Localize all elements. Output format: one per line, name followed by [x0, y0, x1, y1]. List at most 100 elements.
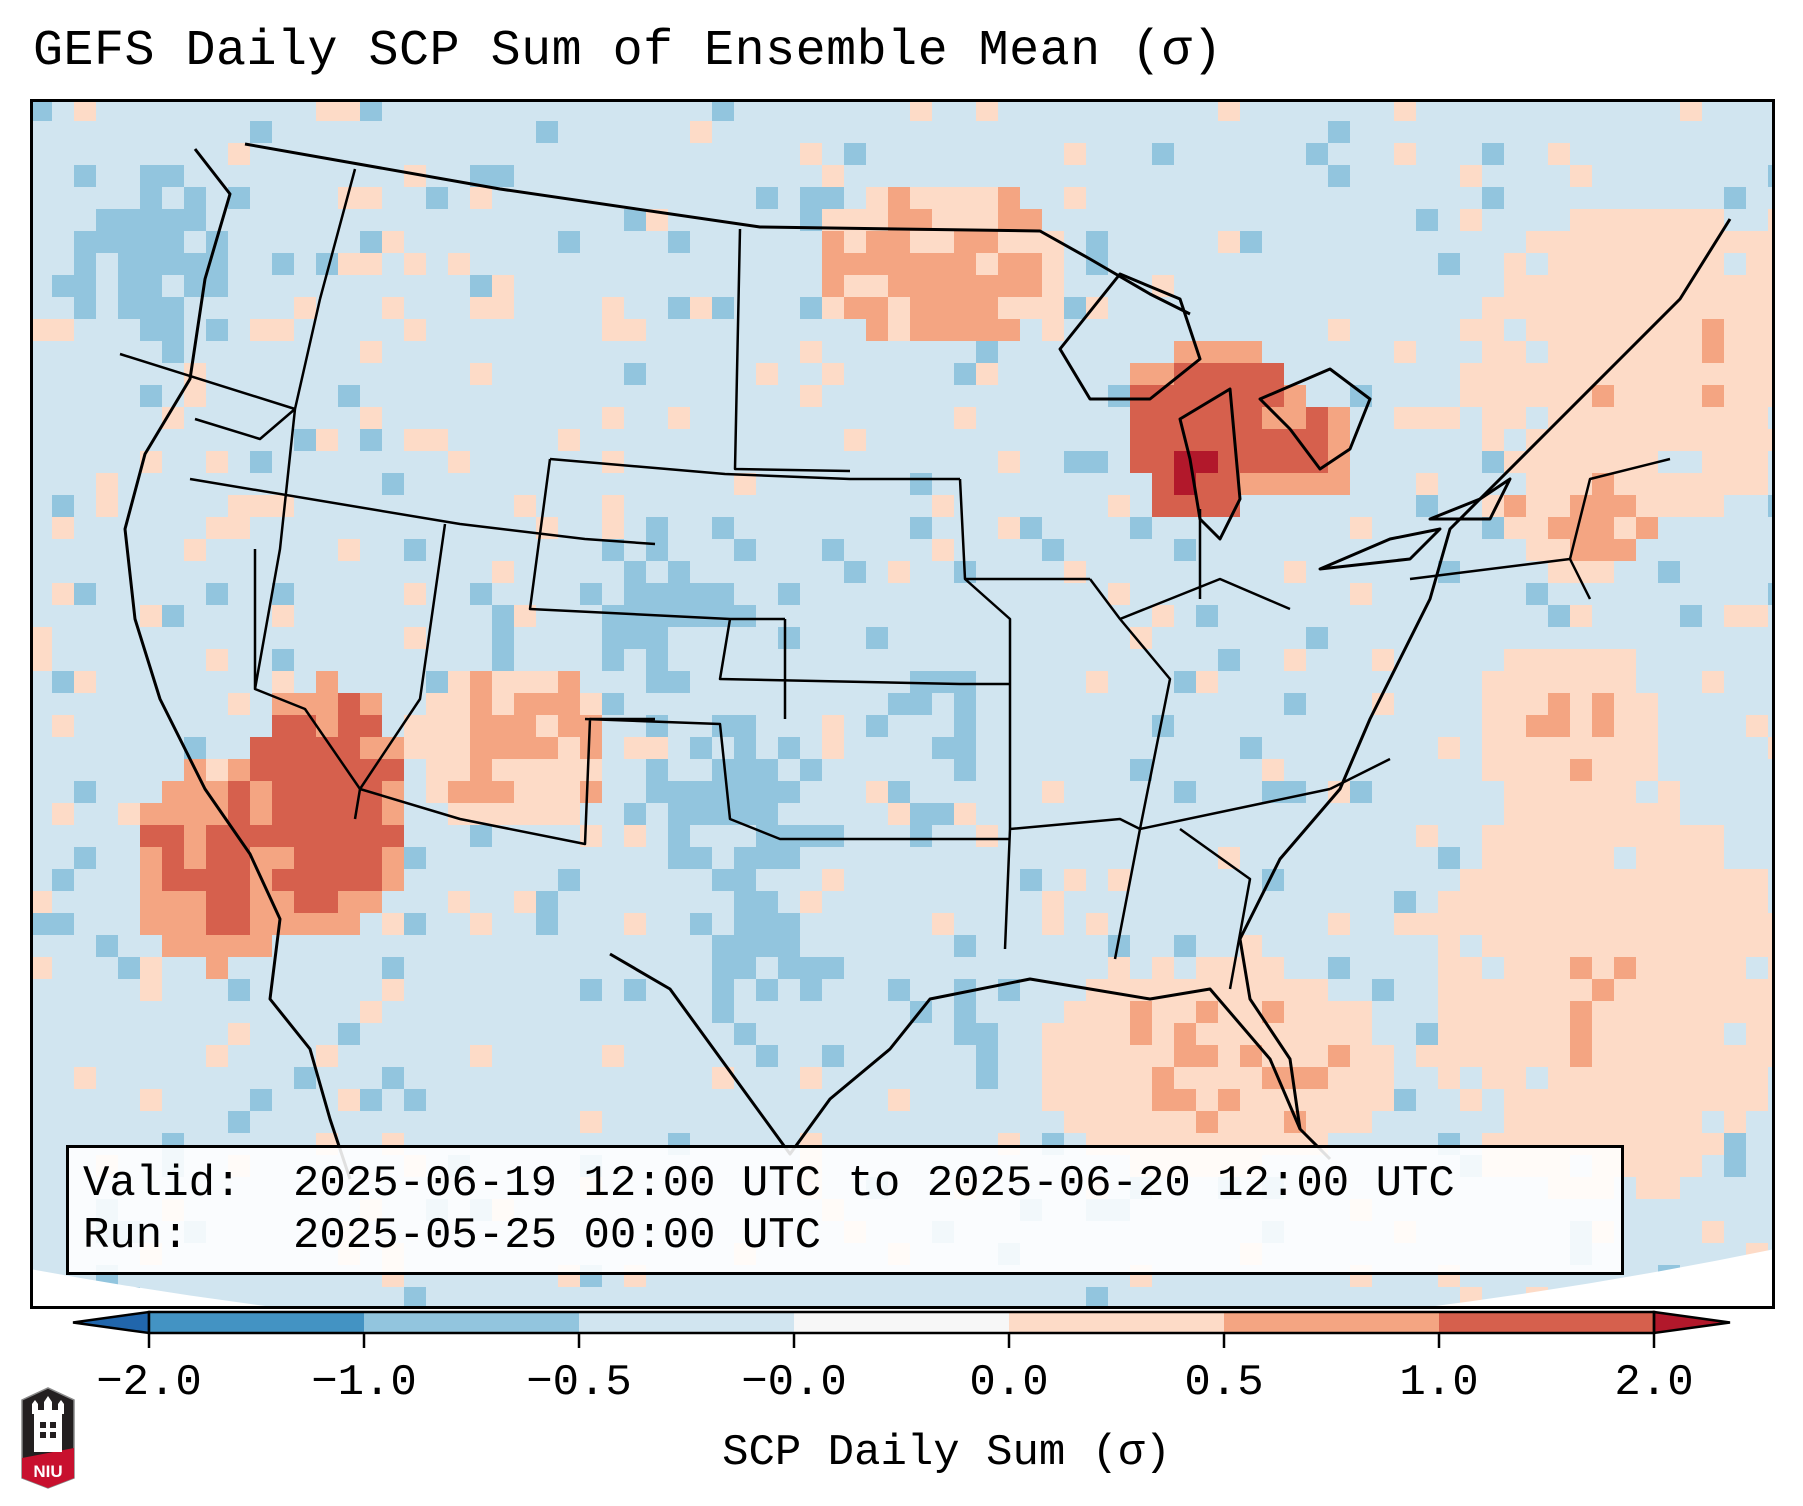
anomaly-cell: [1746, 935, 1768, 957]
anomaly-cell: [910, 187, 932, 209]
anomaly-cell: [1570, 891, 1592, 913]
anomaly-cell: [1570, 715, 1592, 737]
anomaly-cell: [52, 715, 74, 737]
anomaly-cell: [1614, 1045, 1636, 1067]
anomaly-cell: [272, 495, 294, 517]
anomaly-cell: [536, 671, 558, 693]
anomaly-cell: [1636, 1155, 1658, 1177]
anomaly-cell: [272, 891, 294, 913]
anomaly-cell: [1328, 165, 1350, 187]
anomaly-cell: [1680, 1045, 1702, 1067]
anomaly-cell: [1570, 561, 1592, 583]
anomaly-cell: [1394, 341, 1416, 363]
anomaly-cell: [1460, 209, 1482, 231]
anomaly-cell: [1174, 495, 1196, 517]
anomaly-cell: [1592, 297, 1614, 319]
anomaly-cell: [558, 231, 580, 253]
anomaly-cell: [1702, 1023, 1724, 1045]
anomaly-cell: [1504, 737, 1526, 759]
anomaly-cell: [1746, 913, 1768, 935]
anomaly-cell: [690, 781, 712, 803]
anomaly-cell: [1284, 429, 1306, 451]
anomaly-cell: [1526, 539, 1548, 561]
anomaly-cell: [822, 275, 844, 297]
anomaly-cell: [822, 1045, 844, 1067]
anomaly-cell: [1262, 1089, 1284, 1111]
tick-label: −1.0: [311, 1358, 417, 1408]
anomaly-cell: [624, 319, 646, 341]
anomaly-cell: [514, 605, 536, 627]
anomaly-cell: [1504, 1111, 1526, 1133]
anomaly-cell: [822, 737, 844, 759]
anomaly-cell: [1680, 1111, 1702, 1133]
anomaly-cell: [1482, 671, 1504, 693]
colorbar-segment: [149, 1312, 364, 1333]
anomaly-cell: [294, 715, 316, 737]
anomaly-cell: [470, 803, 492, 825]
anomaly-cell: [514, 671, 536, 693]
anomaly-cell: [1614, 759, 1636, 781]
anomaly-cell: [844, 275, 866, 297]
anomaly-cell: [228, 803, 250, 825]
anomaly-cell: [1724, 1111, 1746, 1133]
anomaly-cell: [426, 187, 448, 209]
anomaly-cell: [162, 803, 184, 825]
anomaly-cell: [536, 891, 558, 913]
anomaly-cell: [800, 759, 822, 781]
anomaly-cell: [1548, 1023, 1570, 1045]
anomaly-cell: [954, 935, 976, 957]
anomaly-cell: [1724, 1001, 1746, 1023]
anomaly-cell: [1064, 1111, 1086, 1133]
anomaly-cell: [1746, 231, 1768, 253]
anomaly-cell: [1482, 715, 1504, 737]
anomaly-cell: [866, 715, 888, 737]
anomaly-cell: [1724, 1067, 1746, 1089]
anomaly-cell: [1702, 935, 1724, 957]
anomaly-cell: [778, 781, 800, 803]
anomaly-cell: [1152, 451, 1174, 473]
anomaly-cell: [1328, 957, 1350, 979]
anomaly-cell: [140, 979, 162, 1001]
anomaly-cell: [1438, 1023, 1460, 1045]
anomaly-cell: [1020, 297, 1042, 319]
anomaly-cell: [140, 253, 162, 275]
anomaly-cell: [888, 561, 910, 583]
anomaly-cell: [1108, 869, 1130, 891]
anomaly-cell: [1416, 209, 1438, 231]
anomaly-cell: [888, 803, 910, 825]
anomaly-cell: [1526, 781, 1548, 803]
anomaly-cell: [1042, 1023, 1064, 1045]
anomaly-cell: [470, 583, 492, 605]
anomaly-cell: [1636, 1045, 1658, 1067]
anomaly-cell: [1702, 275, 1724, 297]
anomaly-cell: [316, 693, 338, 715]
anomaly-cell: [52, 495, 74, 517]
anomaly-cell: [52, 671, 74, 693]
anomaly-cell: [1504, 407, 1526, 429]
anomaly-cell: [140, 231, 162, 253]
anomaly-cell: [1548, 561, 1570, 583]
anomaly-cell: [228, 891, 250, 913]
anomaly-cell: [1614, 539, 1636, 561]
anomaly-cell: [712, 99, 734, 121]
anomaly-cell: [1438, 979, 1460, 1001]
anomaly-cell: [1196, 1111, 1218, 1133]
anomaly-cell: [228, 847, 250, 869]
anomaly-cell: [558, 781, 580, 803]
anomaly-cell: [1526, 517, 1548, 539]
anomaly-cell: [778, 847, 800, 869]
anomaly-cell: [448, 451, 470, 473]
anomaly-cell: [448, 737, 470, 759]
anomaly-cell: [1240, 363, 1262, 385]
anomaly-cell: [998, 451, 1020, 473]
anomaly-cell: [1636, 847, 1658, 869]
anomaly-cell: [272, 319, 294, 341]
anomaly-cell: [954, 319, 976, 341]
anomaly-cell: [866, 275, 888, 297]
anomaly-cell: [1636, 385, 1658, 407]
anomaly-cell: [734, 891, 756, 913]
anomaly-cell: [1328, 1067, 1350, 1089]
anomaly-cell: [822, 209, 844, 231]
anomaly-cell: [492, 561, 514, 583]
anomaly-cell: [1570, 825, 1592, 847]
